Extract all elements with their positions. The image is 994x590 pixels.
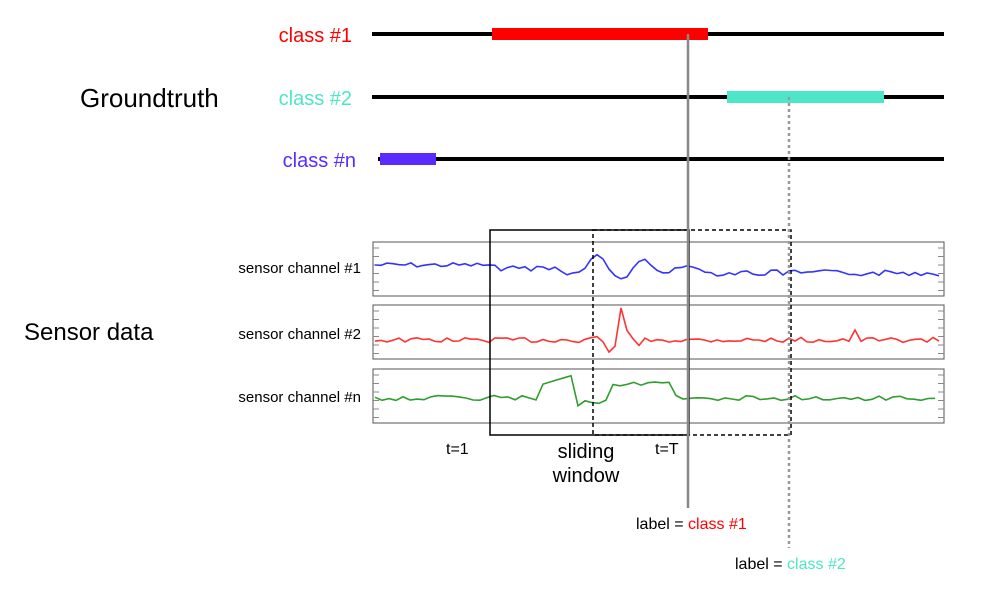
groundtruth-title: Groundtruth <box>80 83 219 113</box>
output-label-2-prefix: label = <box>735 556 787 573</box>
sensor-title: Sensor data <box>24 319 154 346</box>
class-2-segment <box>727 91 884 103</box>
output-label-1: label = class #1 <box>636 516 747 533</box>
class-2-label: class #2 <box>279 88 352 110</box>
output-label-1-value: class #1 <box>688 516 747 533</box>
sensor-channel-n-label: sensor channel #n <box>238 389 361 406</box>
sensor-channel-2-label: sensor channel #2 <box>238 326 361 343</box>
window-end-label: t=T <box>655 441 679 458</box>
window-caption-line1: sliding <box>558 441 615 463</box>
window-caption-line2: window <box>552 465 620 487</box>
output-label-1-prefix: label = <box>636 516 688 533</box>
sensor-channel-n-signal <box>374 374 936 408</box>
sensor-channel-2-panel <box>372 304 945 360</box>
output-label-2: label = class #2 <box>735 556 846 573</box>
output-label-2-value: class #2 <box>787 556 846 573</box>
class-1-segment <box>492 28 708 40</box>
sensor-channel-1-label: sensor channel #1 <box>238 260 361 277</box>
class-1-label: class #1 <box>279 25 352 47</box>
window-start-label: t=1 <box>446 441 469 458</box>
sliding-window-dashed <box>592 229 792 436</box>
sensor-channel-n-panel <box>372 368 945 424</box>
sensor-channel-1-signal <box>374 253 940 280</box>
sensor-channel-1-panel <box>372 241 945 297</box>
class-n-label: class #n <box>283 150 356 172</box>
class-n-segment <box>380 153 436 165</box>
sensor-channel-2-signal <box>374 307 940 354</box>
